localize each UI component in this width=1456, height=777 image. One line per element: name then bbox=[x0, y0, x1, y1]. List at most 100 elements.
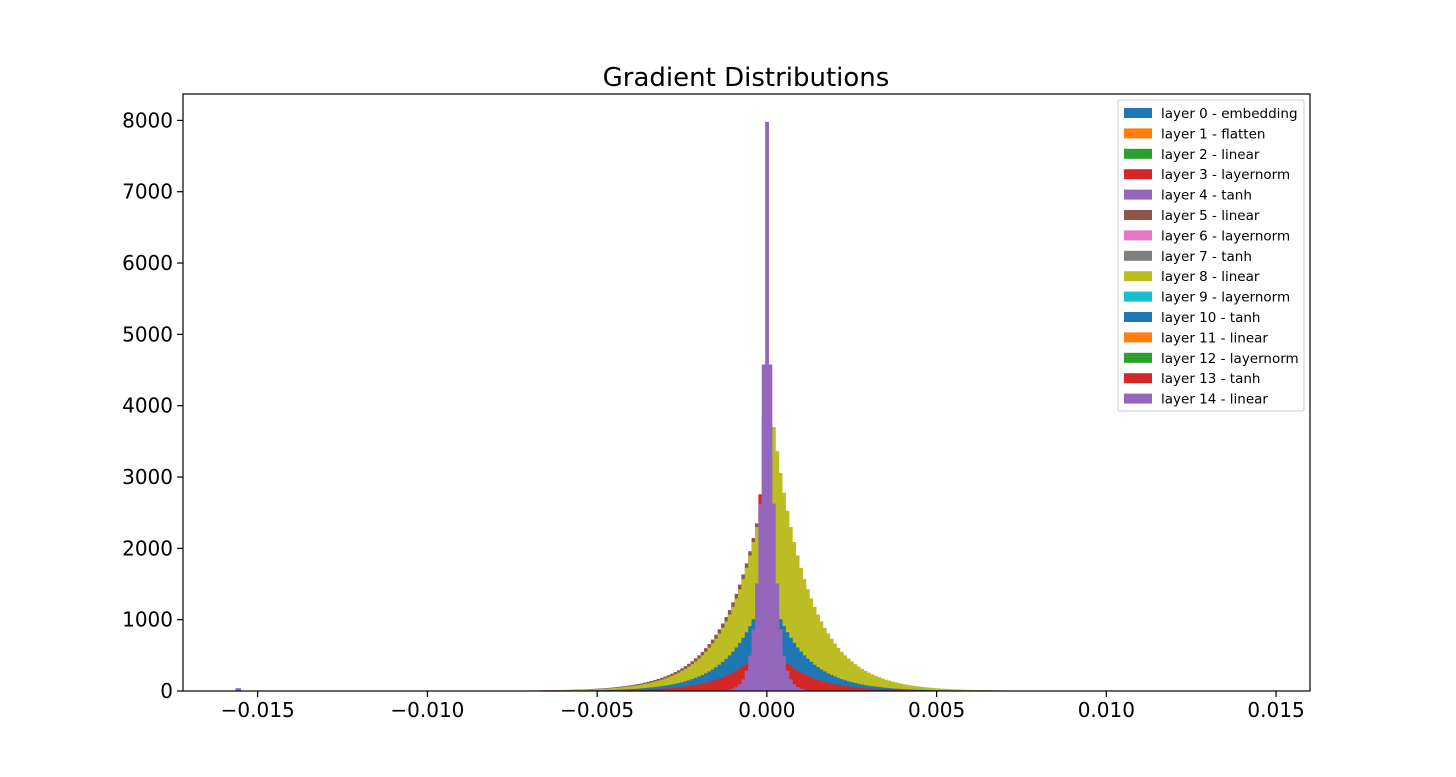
bar bbox=[714, 638, 719, 691]
bar bbox=[782, 655, 786, 691]
bar bbox=[934, 688, 939, 691]
bar bbox=[690, 679, 695, 691]
bar bbox=[792, 541, 797, 691]
x-tick-label: 0.015 bbox=[1247, 698, 1304, 722]
legend-label: layer 4 - tanh bbox=[1161, 188, 1252, 204]
bar bbox=[656, 680, 661, 691]
bar bbox=[890, 681, 895, 691]
legend-swatch bbox=[1124, 271, 1152, 282]
bar bbox=[612, 688, 617, 691]
bar bbox=[653, 681, 657, 691]
bar bbox=[958, 689, 963, 691]
legend-label: layer 10 - tanh bbox=[1161, 310, 1260, 326]
bar bbox=[860, 684, 865, 691]
bar bbox=[822, 671, 827, 691]
bar bbox=[663, 678, 668, 691]
bar bbox=[870, 686, 875, 691]
bar bbox=[914, 686, 919, 691]
bar bbox=[602, 688, 607, 691]
bar bbox=[751, 629, 756, 691]
bar bbox=[727, 655, 732, 691]
y-tick-label: 5000 bbox=[122, 322, 173, 346]
bar bbox=[639, 688, 644, 691]
legend-item: layer 0 - embedding bbox=[1124, 106, 1298, 122]
bar bbox=[707, 647, 712, 691]
bar bbox=[659, 679, 664, 691]
bar bbox=[738, 589, 742, 691]
bar bbox=[948, 689, 953, 691]
legend-swatch bbox=[1124, 169, 1152, 180]
bar bbox=[911, 689, 915, 691]
bar bbox=[724, 675, 729, 691]
bar bbox=[741, 579, 746, 691]
bar bbox=[799, 567, 803, 691]
bar bbox=[809, 598, 814, 691]
bar bbox=[802, 689, 807, 691]
bar bbox=[795, 647, 800, 691]
bar bbox=[816, 679, 820, 691]
bar bbox=[887, 689, 892, 691]
bar bbox=[856, 687, 861, 691]
chart-title: Gradient Distributions bbox=[603, 63, 890, 93]
bar bbox=[843, 655, 848, 691]
bar bbox=[809, 677, 814, 691]
legend-item: layer 12 - layernorm bbox=[1124, 351, 1299, 367]
x-tick-label: 0.000 bbox=[738, 698, 795, 722]
legend-box bbox=[1117, 99, 1305, 412]
legend-swatch bbox=[1124, 210, 1152, 220]
bar bbox=[836, 647, 841, 691]
bar bbox=[710, 680, 715, 691]
legend-swatch bbox=[1124, 291, 1152, 302]
bar bbox=[914, 689, 919, 691]
bar bbox=[816, 614, 820, 691]
bar bbox=[833, 684, 837, 691]
x-tick-label: −0.010 bbox=[390, 698, 464, 722]
bar bbox=[683, 668, 688, 691]
y-tick-label: 4000 bbox=[122, 394, 173, 418]
bar bbox=[792, 668, 797, 691]
bar bbox=[700, 655, 705, 691]
bar bbox=[690, 685, 695, 691]
bar bbox=[663, 688, 668, 691]
bar bbox=[704, 651, 708, 691]
bar bbox=[853, 687, 858, 691]
bar bbox=[826, 682, 831, 691]
bar bbox=[605, 688, 610, 691]
bar bbox=[907, 685, 912, 691]
bar bbox=[846, 681, 851, 691]
bar bbox=[921, 687, 926, 691]
legend-swatch bbox=[1124, 312, 1152, 322]
bar bbox=[761, 364, 766, 691]
bar bbox=[938, 688, 943, 691]
bar bbox=[880, 678, 885, 691]
legend-label: layer 13 - tanh bbox=[1161, 371, 1260, 387]
bar bbox=[867, 672, 871, 691]
bar bbox=[615, 689, 620, 691]
bar bbox=[819, 621, 824, 691]
bar bbox=[900, 689, 905, 691]
bar bbox=[785, 670, 790, 691]
legend-label: layer 1 - flatten bbox=[1161, 126, 1265, 142]
bar bbox=[731, 688, 736, 691]
bar bbox=[734, 647, 739, 691]
bar bbox=[734, 670, 739, 691]
bar bbox=[799, 651, 803, 691]
y-tick-label: 1000 bbox=[122, 608, 173, 632]
bar bbox=[731, 672, 736, 691]
bar bbox=[873, 675, 878, 691]
bar bbox=[592, 689, 596, 691]
bar bbox=[887, 680, 892, 691]
bar bbox=[788, 679, 793, 691]
bar bbox=[812, 678, 817, 691]
bar bbox=[724, 658, 729, 691]
bar bbox=[680, 682, 685, 691]
bar bbox=[748, 655, 752, 691]
bar bbox=[778, 629, 783, 691]
legend-item: layer 11 - linear bbox=[1124, 330, 1268, 346]
bar bbox=[829, 675, 834, 691]
bar bbox=[615, 687, 620, 691]
legend-item: layer 5 - linear bbox=[1124, 208, 1260, 224]
bar bbox=[917, 686, 922, 691]
bar bbox=[924, 687, 929, 691]
